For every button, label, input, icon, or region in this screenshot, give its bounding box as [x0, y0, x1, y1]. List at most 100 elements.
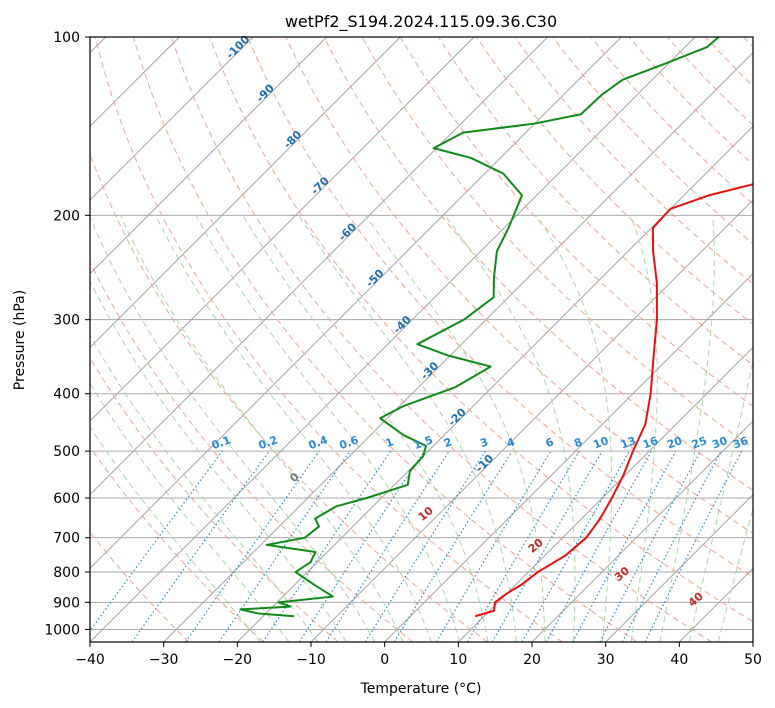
moist-adiabat-label: 0: [287, 470, 301, 485]
dry-adiabat: [666, 37, 753, 126]
isotherm-line: [752, 641, 753, 642]
moist-adiabat-label: 40: [686, 589, 706, 609]
dry-adiabat: [90, 531, 190, 642]
moist-adiabat: [155, 215, 432, 642]
x-tick-label: 0: [380, 652, 389, 668]
chart-title: wetPf2_S194.2024.115.09.36.C30: [285, 12, 557, 32]
dry-adiabat: [247, 37, 753, 578]
mixing-ratio-label: 25: [690, 434, 709, 451]
mixing-ratio-label: 1: [384, 435, 396, 450]
mixing-ratio-line: [131, 450, 270, 642]
isotherm-line: [90, 37, 475, 422]
dewpoint-line: [239, 37, 720, 618]
mixing-ratio-label: 13: [619, 434, 638, 451]
mixing-ratio-label: 1.5: [412, 433, 435, 452]
x-tick-label: −10: [296, 652, 326, 668]
y-tick-label: 200: [53, 208, 80, 224]
mixing-ratio-line: [218, 450, 351, 642]
y-tick-label: 1000: [44, 622, 80, 638]
isotherm-label: -60: [336, 220, 359, 243]
isotherm-label: -80: [281, 128, 304, 151]
moist-adiabat-label: 30: [612, 564, 632, 584]
x-axis-label: Temperature (°C): [360, 681, 482, 697]
moist-adiabat: [536, 215, 613, 642]
mixing-ratio-line: [545, 450, 653, 642]
moist-adiabat: [688, 358, 753, 642]
isotherm-line: [605, 494, 753, 642]
isotherm-line: [90, 37, 696, 642]
dry-adiabat: [438, 37, 753, 366]
data-lines: [239, 37, 753, 618]
dry-adiabat: [476, 37, 753, 325]
mixing-ratio-label: 0.1: [210, 433, 233, 452]
dry-adiabat: [94, 37, 563, 642]
isotherm-label: -70: [309, 174, 332, 197]
isotherm-line: [90, 37, 327, 275]
mixing-ratio-label: 3: [478, 435, 490, 450]
isotherm-line: [163, 52, 753, 642]
line-labels: 0.1 0.2 0.4 0.6 1 1.5 2 3 4 6 8 10 13 16 20 25 30 36-100-…: [210, 33, 751, 610]
dry-adiabat: [590, 37, 753, 205]
isotherm-line: [458, 346, 753, 642]
y-tick-label: 400: [53, 387, 80, 403]
dry-adiabat: [209, 37, 753, 623]
moist-adiabat: [90, 334, 319, 642]
mixing-ratio-line: [90, 450, 223, 632]
dry-adiabat: [90, 152, 488, 642]
x-tick-label: −30: [149, 652, 179, 668]
plot-frame: [89, 36, 754, 643]
mixing-ratio-label: 4: [505, 435, 517, 450]
moist-adiabat: [630, 215, 658, 642]
y-tick-label: 700: [53, 531, 80, 547]
mixing-ratio-label: 30: [710, 434, 729, 452]
moist-adiabat: [120, 215, 404, 642]
mixing-ratio-line: [393, 450, 513, 642]
isotherm-line: [90, 37, 401, 348]
mixing-ratio-label: 20: [665, 434, 684, 452]
y-axis-label: Pressure (hPa): [12, 290, 28, 390]
x-tick-label: 30: [597, 652, 615, 668]
background-lines: [90, 37, 753, 642]
x-tick-label: 20: [523, 652, 541, 668]
x-tick-label: −40: [75, 652, 105, 668]
mixing-ratio-label: 6: [544, 435, 556, 450]
dry-adiabat: [514, 37, 753, 285]
x-tick-label: 10: [449, 652, 467, 668]
moist-adiabat: [90, 215, 376, 642]
mixing-ratio-line: [644, 450, 743, 642]
mixing-ratio-label: 36: [731, 434, 750, 452]
dry-adiabat: [90, 356, 339, 642]
dry-adiabat: [90, 260, 414, 642]
isotherm-label: -10: [473, 452, 496, 475]
mixing-ratio-label: 0.4: [307, 433, 330, 452]
moist-adiabat-label: 10: [416, 504, 436, 524]
dry-adiabat: [132, 37, 638, 642]
moist-adiabat: [364, 215, 546, 642]
isotherm-line: [679, 567, 753, 642]
mixing-ratio-line: [262, 450, 392, 642]
dry-adiabat: [90, 446, 264, 642]
mixing-ratio-label: 0.2: [257, 433, 280, 452]
moist-adiabat: [90, 279, 347, 642]
mixing-ratio-label: 8: [572, 435, 584, 450]
y-tick-label: 300: [53, 313, 80, 329]
isotherm-label: -90: [254, 81, 277, 104]
y-tick-label: 600: [53, 491, 80, 507]
mixing-ratio-line: [185, 450, 320, 642]
isotherm-line: [237, 125, 753, 642]
moist-adiabat: [90, 426, 261, 642]
moist-adiabat: [717, 506, 753, 642]
mixing-ratio-line: [325, 450, 450, 642]
x-tick-label: 40: [670, 652, 688, 668]
x-tick-label: −20: [223, 652, 253, 668]
moist-adiabat: [298, 215, 517, 642]
dry-adiabat: [285, 37, 753, 535]
y-tick-label: 100: [53, 30, 80, 46]
moist-adiabat: [242, 215, 489, 642]
isotherm-line: [90, 37, 254, 201]
y-tick-label: 900: [53, 595, 80, 611]
isotherm-line: [531, 420, 753, 642]
x-axis: −40 −30 −20 −10 0 10 20 30 40 50: [75, 642, 762, 668]
dry-adiabat: [704, 37, 753, 87]
